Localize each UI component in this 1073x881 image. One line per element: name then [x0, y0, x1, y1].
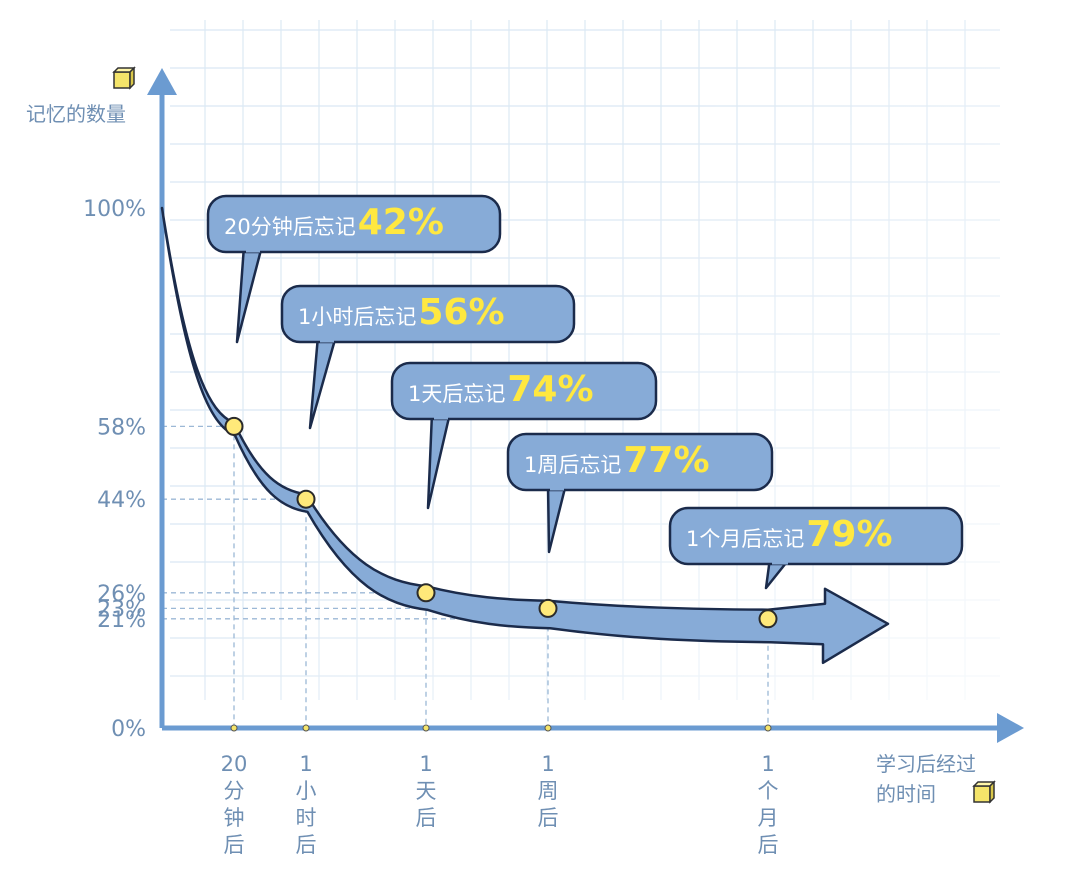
x-tick-marker: [302, 724, 310, 732]
cube-icon: [112, 66, 136, 90]
x-tick-label-line: 20: [221, 752, 248, 776]
callout-label: 1天后忘记: [408, 382, 505, 406]
x-tick-label-line: 1: [419, 752, 432, 776]
x-tick-label-line: 小: [296, 779, 317, 803]
labels: 记忆的数量 学习后经过 的时间 100%58%44%26%23%21%0%20分…: [26, 102, 976, 857]
y-tick-label: 100%: [83, 197, 146, 222]
y-tick-label: 0%: [111, 717, 146, 742]
callout-text: 1天后忘记74%: [408, 369, 594, 410]
x-tick-label: 1 个月后: [758, 752, 779, 857]
x-tick-label: 1 小时后: [296, 752, 317, 857]
x-tick-label: 20 分钟后: [221, 752, 248, 857]
x-tick-label-line: 天: [416, 779, 437, 803]
y-tick-label: 23%: [97, 597, 146, 622]
x-tick-label-line: 后: [296, 833, 317, 857]
callout-box: [280, 284, 576, 344]
y-tick-label: 26%: [97, 582, 146, 607]
x-axis-title: 学习后经过 的时间: [876, 752, 976, 806]
data-point: [538, 598, 558, 618]
y-tick-label: 21%: [97, 608, 146, 633]
callout-box: [390, 361, 658, 421]
y-axis-title-text: 记忆的数量: [26, 102, 126, 126]
x-tick-label-line: 后: [538, 806, 559, 830]
x-axis-arrowhead: [997, 713, 1024, 743]
x-axis-title-line-1: 学习后经过: [876, 752, 976, 776]
x-tick-label-line: 钟: [224, 806, 245, 830]
callout-bubble: 1个月后忘记79%: [668, 506, 964, 590]
callout-percent: 56%: [418, 292, 504, 333]
callout-percent: 74%: [507, 369, 593, 410]
y-tick-label: 44%: [97, 488, 146, 513]
data-point: [416, 583, 436, 603]
x-tick-label-line: 周: [538, 779, 559, 803]
callout-box: [206, 194, 502, 254]
x-tick-label-line: 后: [416, 806, 437, 830]
callout-bubble: 1天后忘记74%: [390, 361, 658, 510]
x-tick-marker: [764, 724, 772, 732]
curve-band: [160, 206, 890, 665]
y-tick-label: 58%: [97, 415, 146, 440]
x-tick-marker: [230, 724, 238, 732]
data-point: [296, 489, 316, 509]
callout-text: 20分钟后忘记42%: [224, 202, 444, 243]
data-point: [224, 416, 244, 436]
callout-bubble: 20分钟后忘记42%: [206, 194, 502, 344]
x-tick-label-line: 时: [296, 806, 317, 830]
x-tick-label-line: 后: [758, 833, 779, 857]
callout-percent: 42%: [358, 202, 444, 243]
callout-text: 1个月后忘记79%: [686, 514, 893, 555]
x-tick-label-line: 个: [758, 779, 779, 803]
data-points: [224, 416, 778, 629]
y-axis-title: 记忆的数量: [26, 102, 126, 126]
x-tick-label: 1 周后: [538, 752, 559, 830]
callout-label: 1小时后忘记: [298, 305, 416, 329]
x-axis-title-line-2: 的时间: [876, 782, 936, 806]
cube-icon: [972, 780, 996, 804]
x-tick-label-line: 月: [758, 806, 779, 830]
callout-percent: 77%: [623, 440, 709, 481]
callout-text: 1小时后忘记56%: [298, 292, 505, 333]
x-tick-label-line: 1: [541, 752, 554, 776]
data-point: [758, 609, 778, 629]
callouts: 20分钟后忘记42% 1小时后忘记56% 1天后忘记74% 1周后忘记77% 1个月后忘…: [206, 194, 964, 590]
x-tick-marker: [422, 724, 430, 732]
callout-bubble: 1周后忘记77%: [506, 432, 774, 554]
x-tick-marker: [544, 724, 552, 732]
x-tick-label-line: 1: [761, 752, 774, 776]
x-tick-label-line: 后: [224, 833, 245, 857]
x-tick-label: 1 天后: [416, 752, 437, 830]
callout-bubble: 1小时后忘记56%: [280, 284, 576, 430]
callout-text: 1周后忘记77%: [524, 440, 710, 481]
x-tick-label-line: 分: [224, 779, 245, 803]
x-tick-label-line: 1: [299, 752, 312, 776]
callout-label: 20分钟后忘记: [224, 215, 356, 239]
callout-box: [506, 432, 774, 492]
axes: [112, 66, 1024, 804]
decay-curve-arrow: [160, 206, 890, 665]
callout-label: 1周后忘记: [524, 453, 621, 477]
callout-box: [668, 506, 964, 566]
y-axis-arrowhead: [147, 68, 177, 95]
callout-label: 1个月后忘记: [686, 527, 804, 551]
callout-percent: 79%: [806, 514, 892, 555]
